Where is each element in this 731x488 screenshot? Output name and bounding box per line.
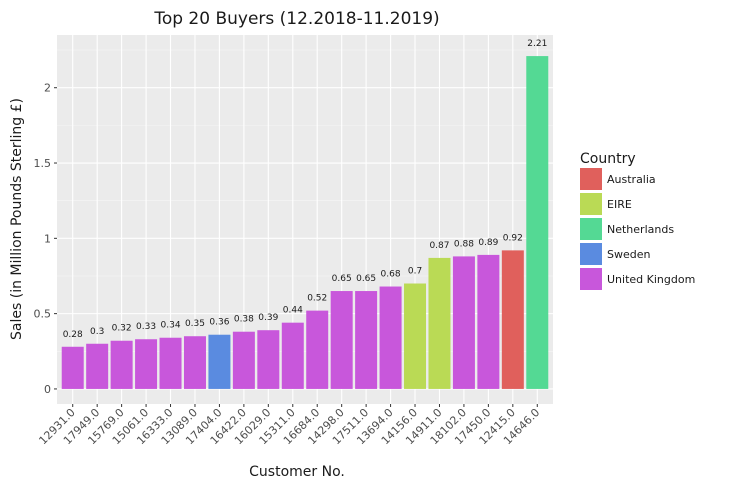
y-tick-label: 2 — [44, 82, 51, 95]
bar-17404.0 — [208, 334, 231, 389]
data-label-15061.0: 0.33 — [136, 322, 156, 332]
legend-key-australia — [580, 168, 602, 190]
y-tick-label: 0 — [44, 383, 51, 396]
data-label-14156.0: 0.7 — [408, 267, 422, 277]
data-label-16333.0: 0.34 — [161, 321, 181, 331]
bar-12931.0 — [61, 346, 84, 389]
legend-key-sweden — [580, 243, 602, 265]
bar-14156.0 — [404, 283, 427, 389]
data-label-15769.0: 0.32 — [112, 324, 132, 334]
bar-17949.0 — [86, 343, 109, 389]
bar-16333.0 — [159, 337, 182, 389]
bar-16029.0 — [257, 330, 280, 389]
bar-15061.0 — [135, 339, 158, 389]
x-axis-title: Customer No. — [249, 464, 345, 480]
chart-title: Top 20 Buyers (12.2018-11.2019) — [153, 9, 439, 29]
legend: Country Australia EIRE Netherlands Sweden Un… — [580, 151, 695, 290]
bar-18102.0 — [452, 256, 475, 389]
bar-12415.0 — [501, 250, 524, 389]
data-label-13089.0: 0.35 — [185, 319, 205, 329]
y-axis: 0 0.5 1 1.5 2 — [34, 82, 57, 396]
bar-16684.0 — [306, 310, 329, 389]
bar-14911.0 — [428, 257, 451, 389]
bar-13089.0 — [183, 336, 206, 389]
bar-13694.0 — [379, 286, 402, 389]
data-label-13694.0: 0.68 — [381, 270, 401, 280]
data-label-16684.0: 0.52 — [307, 294, 327, 304]
data-label-17949.0: 0.3 — [90, 327, 104, 337]
data-label-17450.0: 0.89 — [478, 238, 498, 248]
bar-14646.0 — [526, 56, 549, 389]
legend-key-united-kingdom — [580, 268, 602, 290]
bar-17450.0 — [477, 254, 500, 389]
y-tick-label: 0.5 — [34, 308, 52, 321]
data-labels: 0.28 0.3 0.32 0.33 0.34 0.35 0.36 0.38 0.39 0.44 0… — [63, 39, 548, 340]
data-label-14911.0: 0.87 — [429, 241, 449, 251]
y-axis-title: Sales (in Million Pounds Sterling £) — [9, 98, 25, 340]
bar-15769.0 — [110, 340, 133, 389]
bar-17511.0 — [355, 291, 378, 389]
legend-label-sweden: Sweden — [607, 248, 650, 261]
data-label-16029.0: 0.39 — [258, 313, 278, 323]
bar-14298.0 — [330, 291, 353, 389]
legend-label-australia: Australia — [607, 173, 656, 186]
legend-label-united-kingdom: United Kingdom — [607, 273, 695, 286]
data-label-17404.0: 0.36 — [209, 318, 229, 328]
bars — [61, 56, 549, 389]
bar-15311.0 — [281, 322, 304, 389]
data-label-12931.0: 0.28 — [63, 330, 83, 340]
data-label-14646.0: 2.21 — [527, 39, 547, 49]
data-label-16422.0: 0.38 — [234, 315, 254, 325]
x-axis: 12931.017949.015769.015061.016333.013089… — [36, 404, 542, 447]
legend-label-netherlands: Netherlands — [607, 223, 674, 236]
data-label-18102.0: 0.88 — [454, 239, 474, 249]
legend-label-eire: EIRE — [607, 198, 632, 211]
y-tick-label: 1.5 — [34, 157, 52, 170]
legend-title: Country — [580, 151, 636, 167]
data-label-14298.0: 0.65 — [332, 274, 352, 284]
y-tick-label: 1 — [44, 232, 51, 245]
bar-16422.0 — [232, 331, 255, 389]
data-label-17511.0: 0.65 — [356, 274, 376, 284]
data-label-12415.0: 0.92 — [503, 233, 523, 243]
legend-key-netherlands — [580, 218, 602, 240]
data-label-15311.0: 0.44 — [283, 306, 303, 316]
legend-key-eire — [580, 193, 602, 215]
